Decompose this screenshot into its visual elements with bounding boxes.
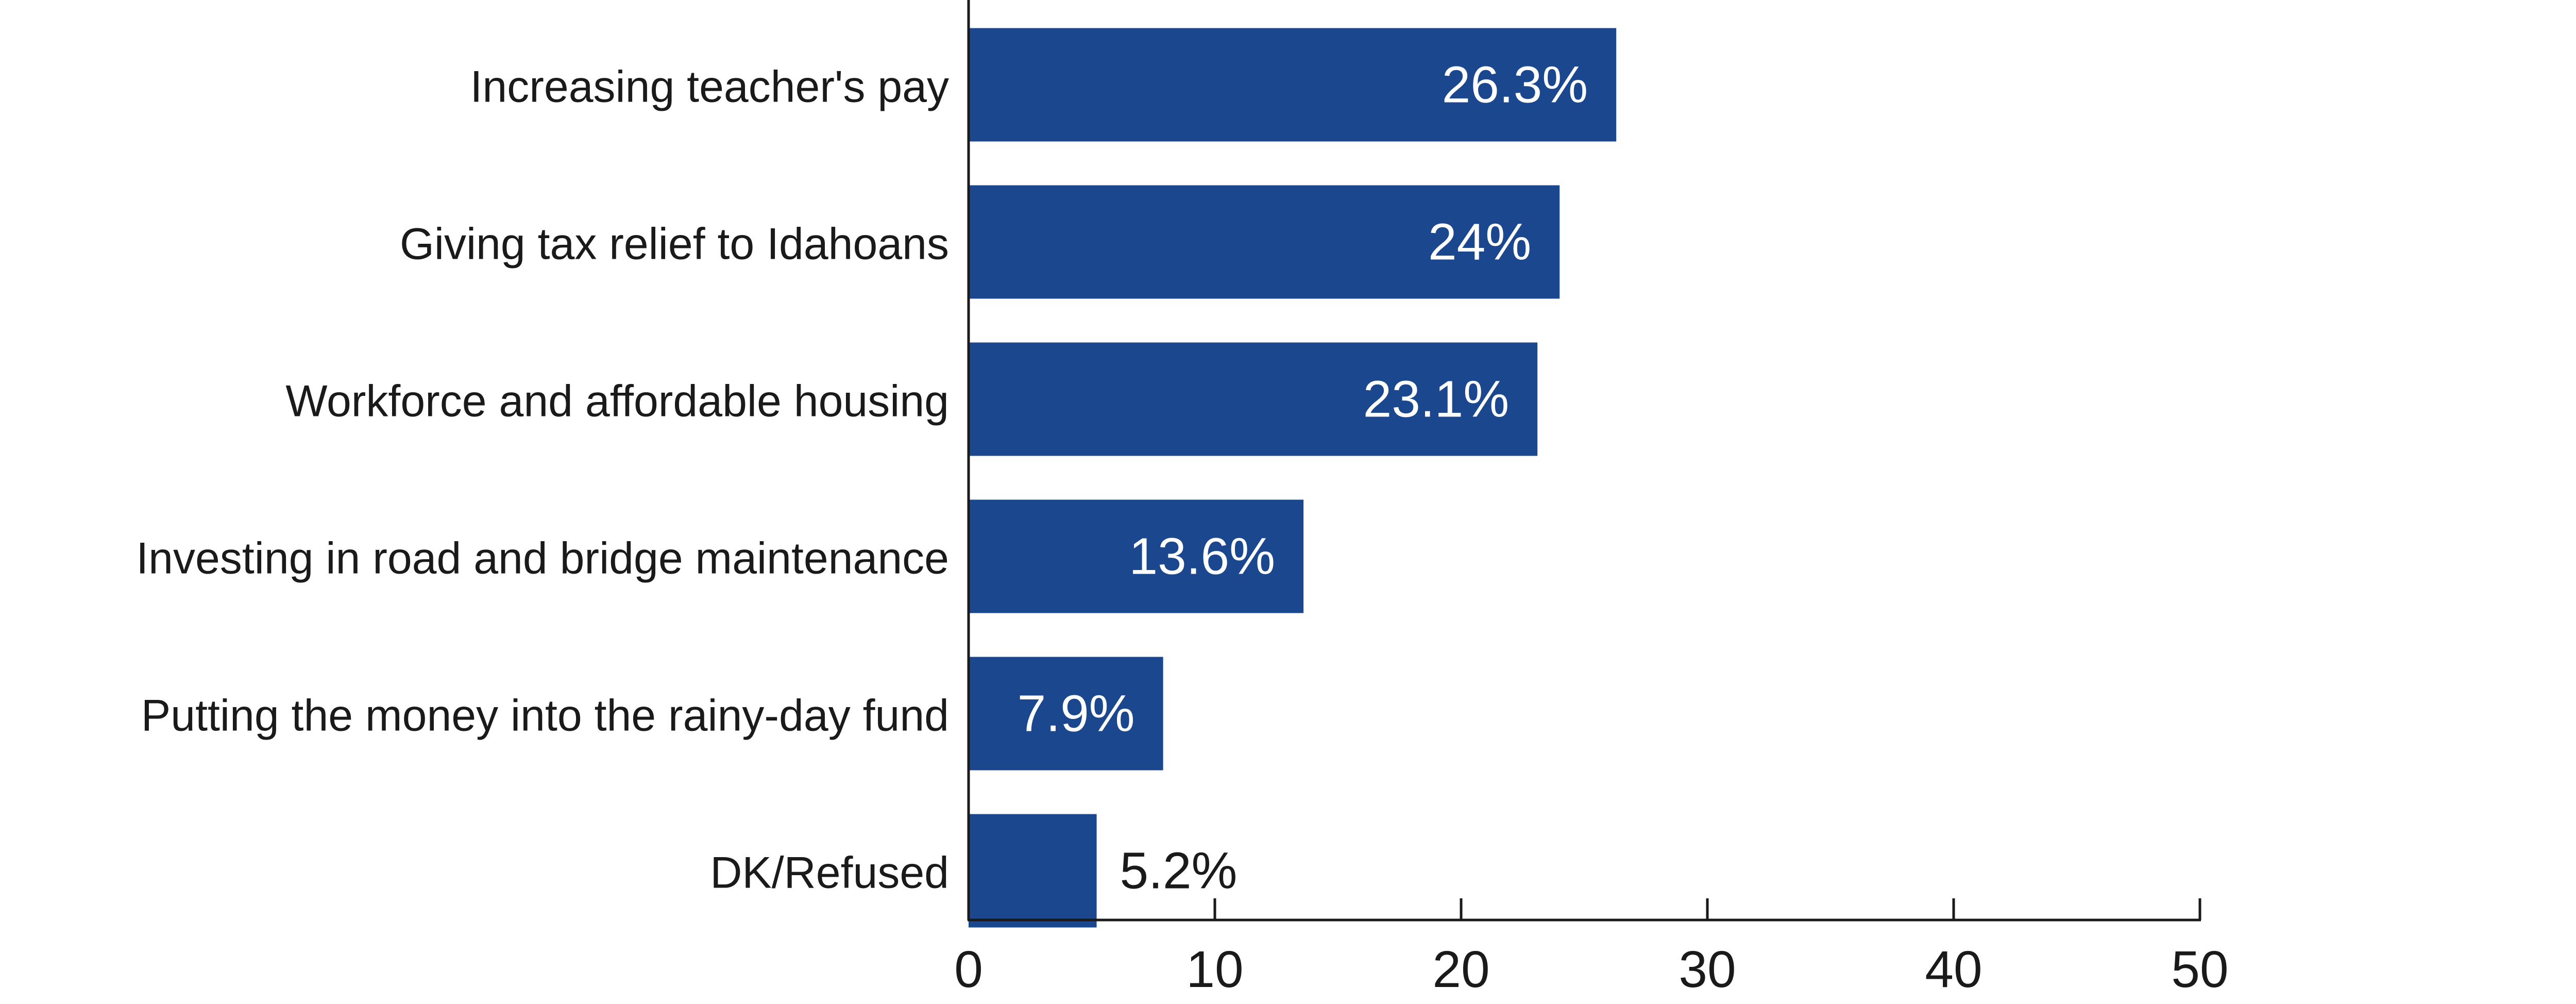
bar (969, 657, 1163, 771)
bars-layer: 26.3% 24% 23.1% 13.6% 7.9% 5.2% (969, 28, 1617, 928)
bar (969, 185, 1560, 299)
category-label: Investing in road and bridge maintenance (136, 534, 949, 583)
x-tick-label: 30 (1679, 941, 1736, 998)
category-label: Giving tax relief to Idahoans (400, 220, 949, 269)
bar-value-label: 7.9% (1018, 685, 1135, 743)
x-tick-label: 40 (1925, 941, 1982, 998)
x-tick-label: 20 (1432, 941, 1489, 998)
bar (969, 342, 1538, 456)
axes-layer: 0 10 20 30 40 50 (954, 0, 2229, 998)
x-tick-label: 50 (2171, 941, 2228, 998)
bar-value-label: 24% (1428, 213, 1531, 271)
bar-value-label: 26.3% (1442, 56, 1588, 114)
category-label: Increasing teacher's pay (470, 62, 950, 112)
x-tick-label: 10 (1186, 941, 1243, 998)
bar (969, 814, 1097, 928)
category-label: Putting the money into the rainy-day fun… (141, 691, 949, 741)
x-tick-label: 0 (954, 941, 983, 998)
bar-value-label: 13.6% (1129, 528, 1276, 585)
bar-value-label: 5.2% (1120, 842, 1238, 900)
bar-value-label: 23.1% (1363, 371, 1510, 428)
category-label: DK/Refused (710, 848, 949, 898)
bar (969, 499, 1304, 613)
bar (969, 28, 1617, 142)
category-label: Workforce and affordable housing (285, 377, 949, 426)
category-labels-layer: Increasing teacher's pay Giving tax relie… (136, 62, 949, 898)
